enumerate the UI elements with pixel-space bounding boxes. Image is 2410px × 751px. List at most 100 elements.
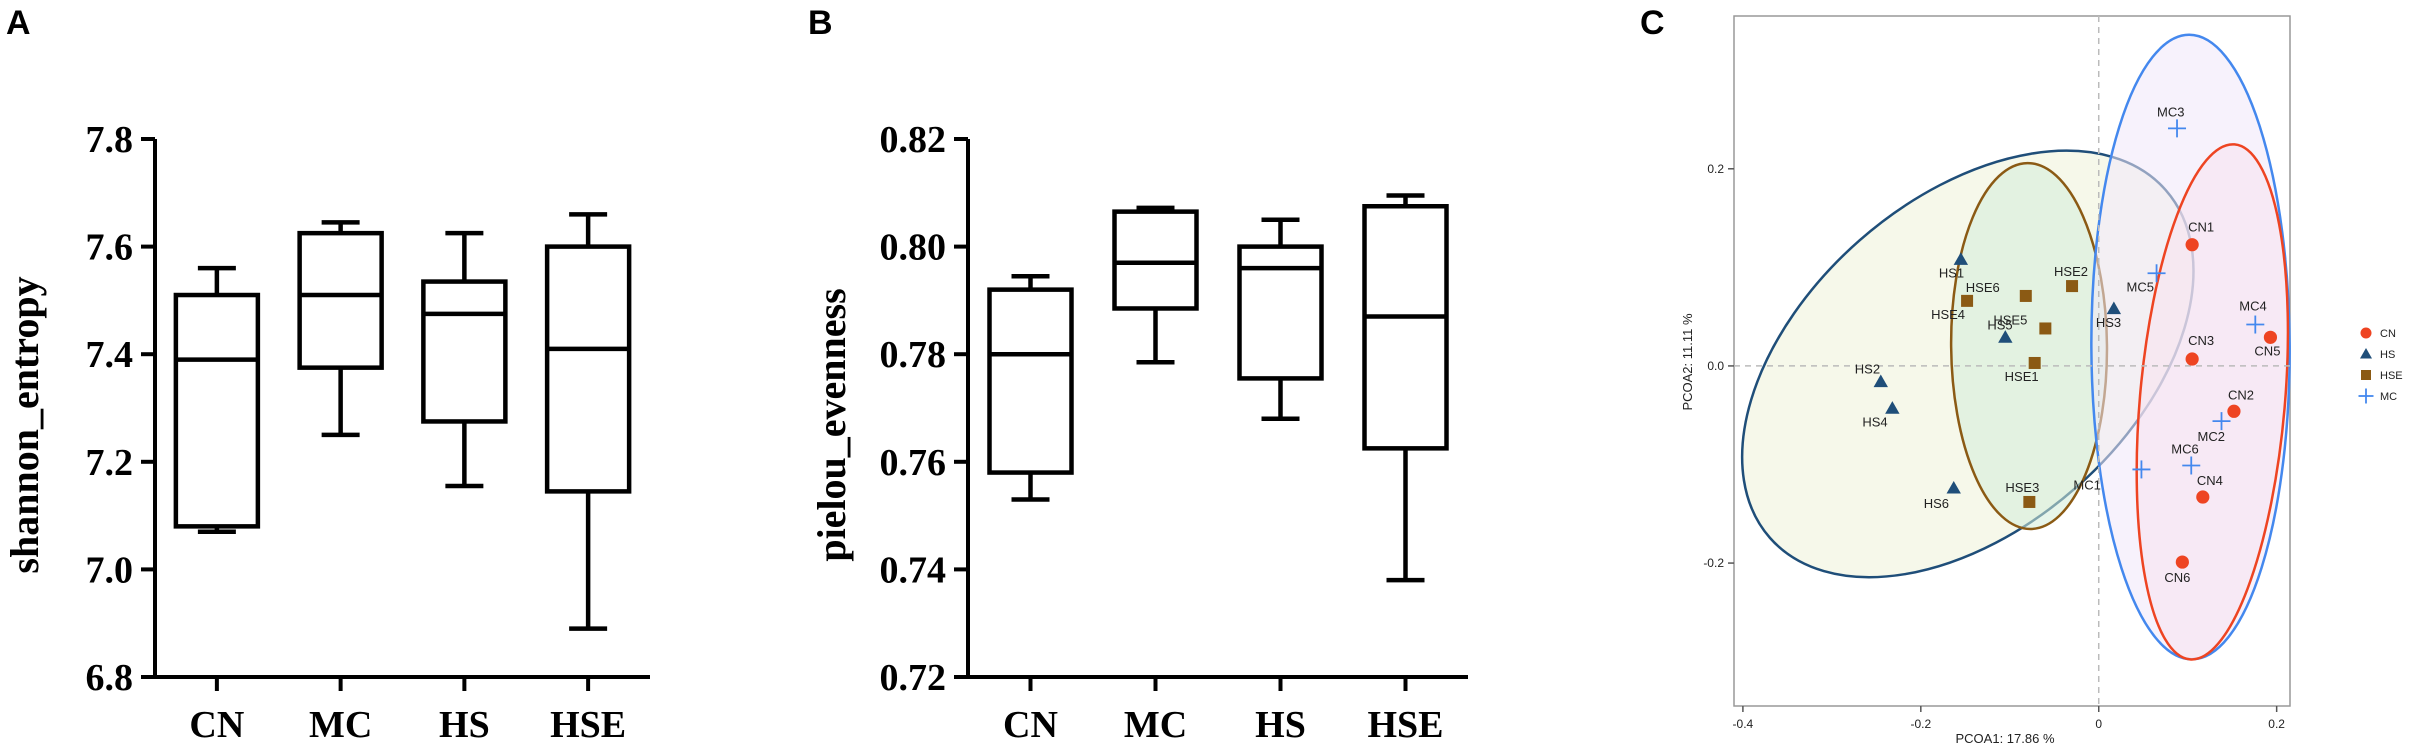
b-xtick-label-cn: CN xyxy=(1003,704,1058,746)
iqr-box xyxy=(544,244,632,494)
point-label-mc1: MC1 xyxy=(2073,477,2100,492)
point-label-hs5: HS5 xyxy=(1987,317,2012,332)
point-label-hs6: HS6 xyxy=(1924,496,1949,511)
point-label-hs1: HS1 xyxy=(1939,265,1964,280)
legend-label-cn: CN xyxy=(2380,328,2396,340)
point-label-hs3: HS3 xyxy=(2096,315,2121,330)
point-label-mc6: MC6 xyxy=(2171,441,2198,456)
b-ytick-label: 0.80 xyxy=(880,227,947,269)
point-hs5 xyxy=(1998,330,2013,343)
legend-label-hse: HSE xyxy=(2380,370,2403,382)
point-label-mc5: MC5 xyxy=(2127,279,2154,294)
iqr-box xyxy=(297,230,384,370)
a-box-hse xyxy=(544,212,632,631)
iqr-box xyxy=(1237,244,1324,381)
point-label-mc4: MC4 xyxy=(2239,299,2266,314)
point-label-cn2: CN2 xyxy=(2228,387,2254,402)
point-label-hse2: HSE2 xyxy=(2054,264,2088,279)
confidence-ellipse-hse xyxy=(1949,161,2109,531)
panel-a-boxplot: shannon_entropy 6.8 7.0 7.2 7.4 7.6 7.8 CN MC H… xyxy=(2,119,650,746)
point-hse3 xyxy=(2023,495,2036,508)
b-box-hs xyxy=(1237,217,1324,422)
c-xtick-label: -0.2 xyxy=(1910,717,1931,731)
a-ytick-label: 7.8 xyxy=(86,119,134,161)
b-ytick-label: 0.72 xyxy=(880,657,947,699)
point-mc2 xyxy=(2212,412,2231,431)
point-hse6 xyxy=(2019,289,2032,302)
point-label-hse5: HSE5 xyxy=(1993,312,2027,327)
a-xtick-label-hse: HSE xyxy=(550,704,626,746)
point-hs1 xyxy=(1953,252,1969,265)
point-mc4 xyxy=(2246,315,2265,334)
panel-c-pcoa: -0.4 -0.2 0 0.2 -0.2 0.0 0.2 CN1 CN2 CN3 CN4 CN5 CN… xyxy=(1680,15,2403,746)
b-ytick-label: 0.74 xyxy=(880,549,947,591)
iqr-box xyxy=(421,279,508,424)
b-box-mc xyxy=(1112,205,1199,365)
c-xtick-label: -0.4 xyxy=(1733,717,1754,731)
panel-label-b: B xyxy=(808,4,833,42)
iqr-box xyxy=(1112,209,1199,311)
point-cn5 xyxy=(2263,330,2278,344)
a-ytick-label: 7.2 xyxy=(86,442,134,484)
point-label-hse3: HSE3 xyxy=(2005,480,2039,495)
a-box-hs xyxy=(421,230,508,489)
b-box-cn xyxy=(987,273,1074,502)
c-xtick-label: 0 xyxy=(2095,717,2102,731)
iqr-box xyxy=(173,292,261,529)
point-hse2 xyxy=(2066,280,2079,293)
legend-marker-hse xyxy=(2361,370,2371,380)
panel-c-ylabel: PCOA2: 11.11 % xyxy=(1680,313,1695,411)
legend-marker-hs xyxy=(2360,348,2372,359)
point-mc6 xyxy=(2182,456,2201,475)
point-label-hse6: HSE6 xyxy=(1966,280,2000,295)
c-xtick-label: 0.2 xyxy=(2268,717,2285,731)
b-xtick-label-hse: HSE xyxy=(1367,704,1443,746)
point-hs2 xyxy=(1873,374,1888,388)
point-hse1 xyxy=(2028,356,2041,369)
b-xtick-label-hs: HS xyxy=(1255,704,1306,746)
point-hse4 xyxy=(1961,294,1974,307)
a-xtick-label-cn: CN xyxy=(189,704,244,746)
panel-c-zero-lines xyxy=(1734,16,2290,706)
a-ytick-label: 6.8 xyxy=(86,657,134,699)
point-label-mc2: MC2 xyxy=(2198,429,2225,444)
c-ytick-label: 0.0 xyxy=(1707,359,1724,373)
point-label-cn5: CN5 xyxy=(2254,343,2280,358)
iqr-box xyxy=(1362,204,1449,451)
point-mc3 xyxy=(2168,119,2187,138)
point-label-cn3: CN3 xyxy=(2188,333,2214,348)
point-hs3 xyxy=(2106,301,2122,315)
panel-b-boxplot: pielou_evenness 0.72 0.74 0.76 0.78 0.80 0.82… xyxy=(809,119,1468,746)
iqr-box xyxy=(987,287,1074,475)
point-cn1 xyxy=(2185,238,2199,252)
a-xtick-label-hs: HS xyxy=(439,704,490,746)
point-label-cn1: CN1 xyxy=(2188,220,2214,235)
point-cn6 xyxy=(2175,555,2189,569)
b-xtick-label-mc: MC xyxy=(1124,704,1187,746)
point-hs6 xyxy=(1946,480,1961,494)
point-hse5 xyxy=(2039,322,2052,335)
a-ytick-label: 7.6 xyxy=(86,227,134,269)
panel-label-a: A xyxy=(6,4,31,42)
point-cn2 xyxy=(2227,404,2241,418)
point-hs4 xyxy=(1885,401,1900,414)
b-ytick-label: 0.76 xyxy=(880,442,947,484)
a-xtick-label-mc: MC xyxy=(309,704,372,746)
legend-label-hs: HS xyxy=(2380,349,2395,361)
legend-marker-cn xyxy=(2360,327,2372,339)
c-ytick-label: -0.2 xyxy=(1703,556,1724,570)
point-label-hs4: HS4 xyxy=(1862,414,1887,429)
panel-a-ylabel: shannon_entropy xyxy=(2,276,47,573)
point-mc1 xyxy=(2132,460,2151,479)
panel-c-ellipses xyxy=(1740,33,2291,661)
point-label-hs2: HS2 xyxy=(1855,362,1880,377)
confidence-ellipse-cn xyxy=(2135,143,2290,661)
a-ytick-label: 7.4 xyxy=(86,334,134,376)
b-ytick-label: 0.82 xyxy=(880,119,947,161)
a-box-mc xyxy=(297,220,384,438)
point-label-hse1: HSE1 xyxy=(2005,369,2039,384)
panel-b-ylabel: pielou_evenness xyxy=(809,288,854,561)
point-cn4 xyxy=(2196,490,2210,504)
point-mc5 xyxy=(2147,264,2166,283)
